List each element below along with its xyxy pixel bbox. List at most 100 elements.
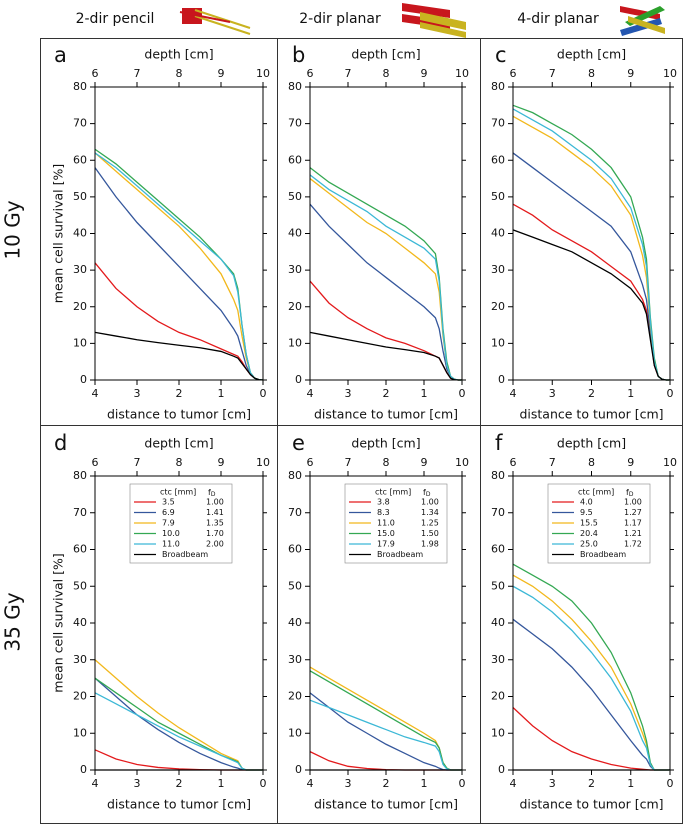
series-line — [94, 749, 263, 771]
legend-header: fD — [626, 488, 634, 498]
legend-fd: 1.00 — [206, 498, 224, 507]
legend-label: 11.0 — [377, 519, 395, 528]
y-tick-label: 30 — [491, 653, 505, 666]
y-tick-label: 70 — [491, 117, 505, 130]
y-tick-label: 10 — [288, 726, 302, 739]
y-tick-label: 10 — [491, 726, 505, 739]
series-line — [512, 229, 670, 381]
x-tick-label: 1 — [627, 777, 634, 790]
legend-fd: 1.27 — [624, 508, 642, 517]
plot-frame — [94, 475, 264, 771]
y-tick-label: 60 — [288, 543, 302, 556]
series-line — [309, 666, 462, 771]
icon-pencil — [179, 8, 251, 35]
y-tick-label: 10 — [73, 336, 87, 349]
y-tick-label: 60 — [491, 543, 505, 556]
series-line — [309, 167, 462, 381]
x-tick-label: 1 — [218, 387, 225, 400]
x2-tick-label: 7 — [134, 67, 141, 80]
x-axis-label: distance to tumor [cm] — [314, 407, 458, 422]
panel-letter: a — [54, 43, 67, 67]
legend-label: 4.0 — [580, 498, 593, 507]
legend-label: 25.0 — [580, 540, 598, 549]
y-tick-label: 20 — [288, 690, 302, 703]
legend-header: fD — [208, 488, 216, 498]
x2-axis-label: depth [cm] — [144, 436, 213, 451]
row-label: 35 Gy — [1, 592, 25, 651]
y-tick-label: 80 — [73, 80, 87, 93]
y-axis-label: mean cell survival [%] — [51, 553, 66, 692]
legend-header: fD — [423, 488, 431, 498]
legend-fd: 1.17 — [624, 519, 642, 528]
row-label: 10 Gy — [1, 200, 25, 259]
series-line — [512, 115, 670, 381]
series-line — [512, 104, 670, 381]
x-tick-label: 1 — [421, 387, 428, 400]
y-tick-label: 10 — [491, 336, 505, 349]
x-axis-label: distance to tumor [cm] — [314, 797, 458, 812]
x-tick-label: 4 — [92, 387, 99, 400]
icon-4dir — [620, 6, 665, 36]
x2-tick-label: 10 — [663, 456, 677, 469]
x2-tick-label: 7 — [345, 456, 352, 469]
x2-tick-label: 8 — [176, 67, 183, 80]
y-tick-label: 30 — [288, 263, 302, 276]
x2-axis-label: depth [cm] — [144, 47, 213, 62]
legend-fd: 1.72 — [624, 540, 642, 549]
x2-tick-label: 8 — [176, 456, 183, 469]
x-tick-label: 3 — [345, 387, 352, 400]
legend-fd: 1.00 — [421, 498, 439, 507]
series-line — [94, 692, 263, 771]
legend-label: 6.9 — [162, 508, 175, 517]
y-tick-label: 70 — [288, 117, 302, 130]
x2-tick-label: 9 — [627, 67, 634, 80]
legend-header: ctc [mm] — [375, 488, 411, 497]
legend-label: 10.0 — [162, 529, 180, 538]
y-tick-label: 20 — [73, 300, 87, 313]
legend-fd: 1.41 — [206, 508, 224, 517]
legend-label: 9.5 — [580, 508, 593, 517]
y-tick-label: 40 — [288, 227, 302, 240]
legend-fd: 1.98 — [421, 540, 439, 549]
x2-tick-label: 9 — [218, 67, 225, 80]
legend-label: 20.4 — [580, 529, 598, 538]
x2-tick-label: 6 — [307, 456, 314, 469]
x2-tick-label: 8 — [383, 456, 390, 469]
plot-frame — [94, 86, 264, 381]
legend-label: Broadbeam — [377, 550, 423, 559]
legend-label: 17.9 — [377, 540, 395, 549]
x2-axis-label: depth [cm] — [557, 47, 626, 62]
x-axis-label: distance to tumor [cm] — [519, 797, 663, 812]
x2-tick-label: 7 — [549, 456, 556, 469]
legend-label: Broadbeam — [162, 550, 208, 559]
x2-tick-label: 6 — [92, 456, 99, 469]
x2-tick-label: 6 — [510, 67, 517, 80]
series-line — [309, 331, 462, 381]
column-label: 2-dir planar — [299, 11, 381, 27]
legend-header: ctc [mm] — [160, 488, 196, 497]
x-tick-label: 2 — [176, 387, 183, 400]
legend-fd: 1.00 — [624, 498, 642, 507]
x2-tick-label: 8 — [383, 67, 390, 80]
y-tick-label: 0 — [295, 763, 302, 776]
legend-label: 7.9 — [162, 519, 175, 528]
x2-tick-label: 7 — [345, 67, 352, 80]
column-label: 2-dir pencil — [76, 11, 155, 27]
y-tick-label: 50 — [73, 579, 87, 592]
y-tick-label: 70 — [73, 506, 87, 519]
x2-tick-label: 6 — [307, 67, 314, 80]
y-tick-label: 80 — [288, 80, 302, 93]
x2-tick-label: 7 — [134, 456, 141, 469]
y-tick-label: 70 — [491, 506, 505, 519]
x-tick-label: 2 — [588, 387, 595, 400]
y-tick-label: 30 — [73, 653, 87, 666]
series-line — [309, 751, 462, 771]
y-tick-label: 50 — [491, 190, 505, 203]
x-tick-label: 2 — [176, 777, 183, 790]
x2-tick-label: 8 — [588, 67, 595, 80]
